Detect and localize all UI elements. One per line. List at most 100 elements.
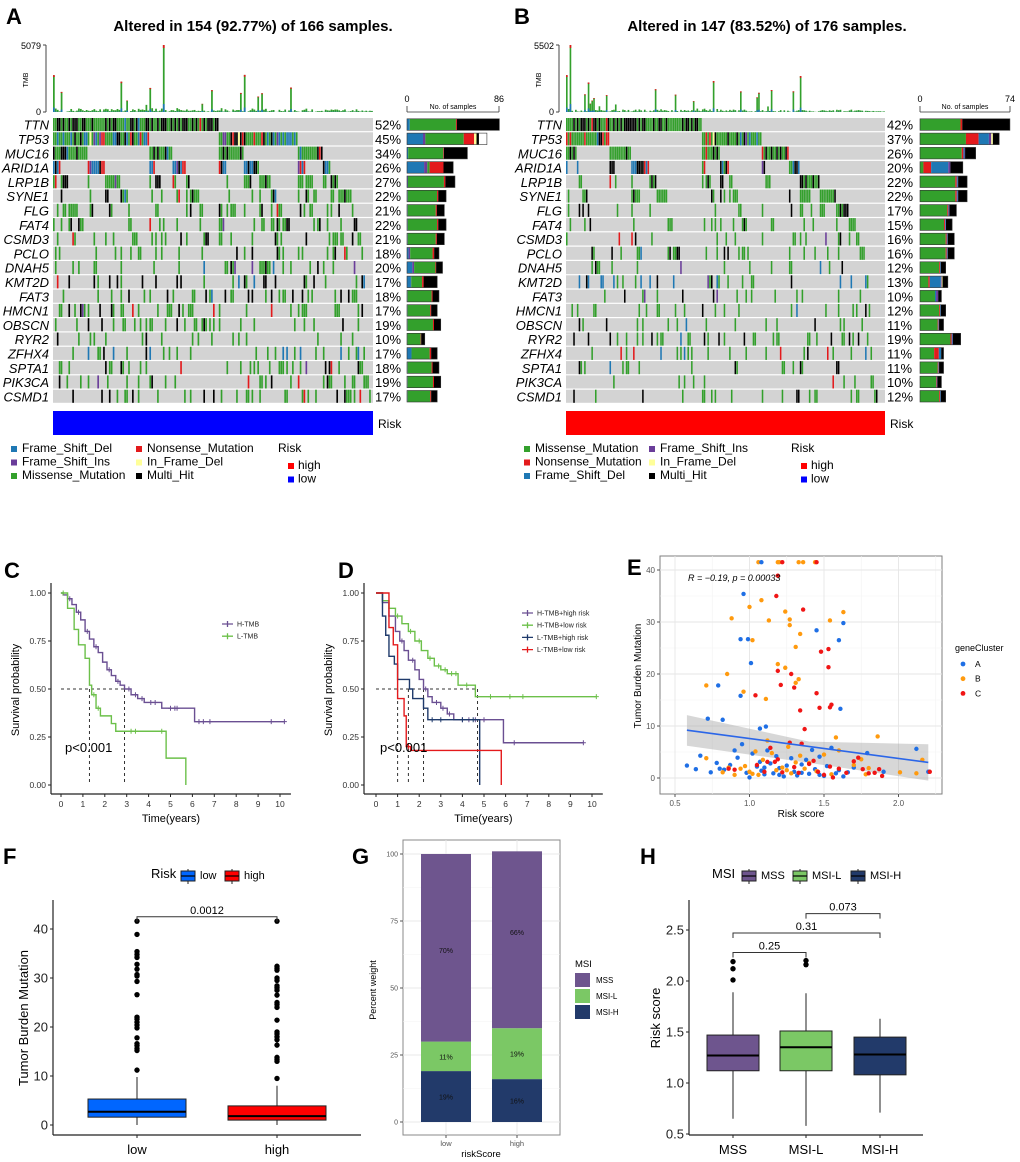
mutation-cell (157, 146, 159, 160)
tmb-bar (701, 109, 704, 112)
mutation-cell (160, 246, 163, 260)
mutation-cell (191, 118, 194, 132)
outlier-point (730, 966, 736, 972)
mutation-cell (803, 189, 805, 203)
data-point (747, 604, 752, 610)
y-tick-label: 0.00 (29, 780, 46, 790)
tmb-bar-nonsense (584, 94, 586, 96)
mutation-cell (595, 132, 597, 146)
sample-count-segment (958, 190, 968, 202)
mutation-cell (692, 375, 695, 389)
mutation-cell (108, 175, 111, 189)
mutation-cell (135, 132, 138, 146)
mutation-cell (112, 346, 115, 360)
mutation-cell (808, 175, 811, 189)
mutation-cell (792, 361, 795, 375)
gene-label: KMT2D (5, 275, 49, 290)
gene-percent: 16% (887, 246, 913, 261)
tmb-bar-missense (682, 111, 684, 112)
tmb-bar-missense (749, 111, 751, 112)
tmb-bar (371, 110, 373, 112)
sample-count-segment (425, 133, 464, 145)
legend-item: Nonsense_Mutation (524, 455, 642, 469)
mutation-cell (297, 375, 300, 389)
mutation-cell (353, 261, 356, 275)
mutation-cell (767, 175, 769, 189)
legend-label: L-TMB+low risk (537, 647, 586, 654)
mutation-cell (845, 203, 847, 217)
mutation-cell (769, 146, 771, 160)
mutation-cell (634, 232, 637, 246)
mutation-cell (126, 189, 128, 203)
tmb-bar-missense (334, 109, 337, 112)
tmb-min-label: 0 (36, 107, 41, 117)
legend-label: B (975, 674, 981, 684)
mutation-cell (137, 132, 140, 146)
mutation-cell (159, 118, 161, 132)
gene-row-background (566, 261, 885, 275)
sample-count-segment (950, 333, 952, 345)
mutation-cell (79, 146, 82, 160)
tmb-bar-missense (761, 110, 764, 112)
mutation-cell (265, 175, 267, 189)
mutation-cell (116, 118, 119, 132)
tmb-bar (263, 109, 265, 112)
sample-count-segment (940, 261, 946, 274)
mutation-cell (166, 289, 169, 303)
tmb-bar (801, 110, 804, 112)
mutation-cell (68, 218, 71, 232)
mutation-cell (62, 146, 65, 160)
mutation-cell (714, 218, 717, 232)
significance-bracket (732, 951, 807, 958)
mutation-cell (62, 203, 65, 217)
mutation-cell (162, 218, 165, 232)
mutation-cell (836, 361, 838, 375)
censor-mark (200, 719, 206, 725)
mutation-cell (707, 175, 709, 189)
tmb-bar (216, 110, 219, 112)
mutation-cell (725, 132, 728, 146)
gene-row: PIK3CA 10% (516, 375, 942, 390)
sample-count-bar (406, 261, 443, 274)
tmb-bar-missense (342, 110, 344, 112)
gene-label: CSMD1 (516, 389, 562, 404)
mutation-cell (286, 218, 288, 232)
mutation-cell (139, 318, 142, 332)
mutation-cell (149, 346, 152, 360)
tmb-bar-missense (643, 109, 646, 112)
tmb-bar-missense (787, 110, 789, 112)
mutation-cell (743, 132, 746, 146)
mutation-cell (105, 118, 107, 132)
mutation-cell (232, 146, 234, 160)
mutation-cell (239, 361, 242, 375)
x-tick-label: 1 (395, 799, 400, 809)
mutation-cell (91, 132, 94, 146)
mutation-cell (141, 275, 144, 289)
mutation-cell (74, 203, 76, 217)
mutation-cell (589, 132, 592, 146)
sample-count-segment (941, 276, 943, 288)
mutation-cell (745, 346, 747, 360)
mutation-cell (654, 118, 657, 132)
mutation-cell (292, 361, 294, 375)
tmb-bar-missense (155, 108, 157, 112)
tmb-bar (845, 111, 847, 112)
gene-label: HMCN1 (516, 304, 562, 319)
tmb-bar-missense (741, 110, 744, 112)
legend-item: low (180, 869, 217, 884)
tmb-bar-missense (172, 110, 175, 112)
gene-row-background (53, 261, 373, 275)
tmb-bar-nonsense (654, 89, 657, 91)
tmb-bar-missense (734, 110, 737, 112)
mutation-cell (848, 218, 851, 232)
sample-count-outline (406, 190, 447, 203)
y-tick-label: 20 (34, 1020, 48, 1035)
tmb-bar (651, 111, 653, 112)
mutation-cell (232, 203, 234, 217)
mutation-cell (164, 375, 167, 389)
mutation-cell (839, 232, 842, 246)
sample-count-outline (406, 118, 500, 131)
mutation-cell (351, 289, 354, 303)
data-point (759, 560, 764, 565)
mutation-cell (326, 218, 329, 232)
